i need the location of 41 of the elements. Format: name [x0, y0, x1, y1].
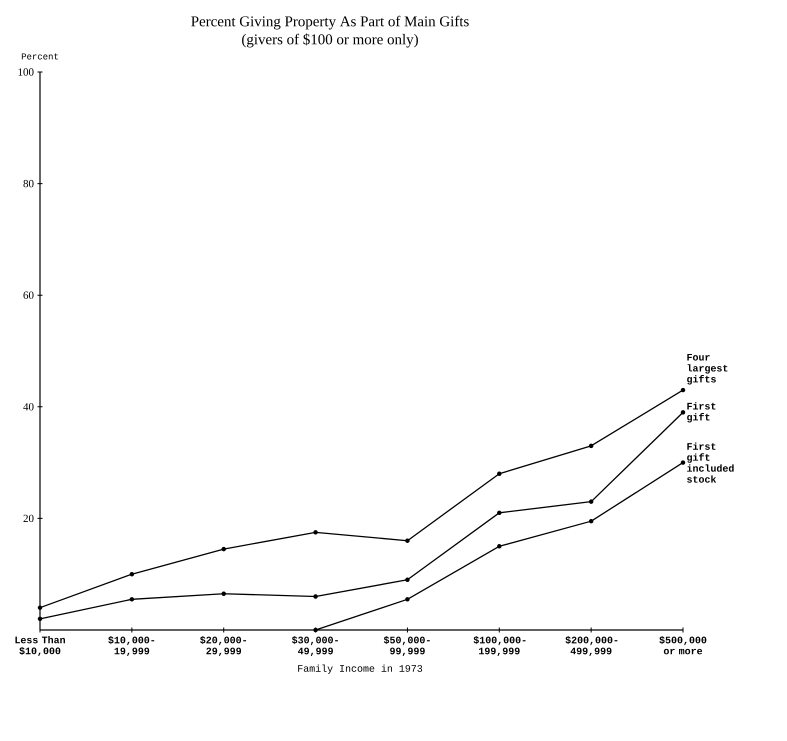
x-tick-label: $10,000-19,999	[108, 636, 154, 656]
point	[497, 544, 502, 549]
point	[313, 594, 318, 599]
series-label: Four largest gifts	[687, 354, 728, 385]
x-axis-title: Family Income in 1973	[298, 664, 422, 674]
x-tick-label: Less Than $10,000	[15, 636, 65, 656]
point	[680, 410, 686, 415]
point	[497, 472, 502, 476]
point	[221, 591, 226, 596]
point	[680, 388, 686, 392]
series-label: First gift	[687, 402, 716, 423]
y-tick-label: 60	[23, 292, 34, 299]
chart-subtitle: (givers of $100 or more only)	[242, 33, 418, 48]
point	[130, 597, 134, 602]
point	[313, 530, 318, 535]
y-tick-label: 20	[24, 514, 34, 522]
x-tick-label: $20,000-29,999	[200, 636, 246, 656]
y-tick-label: 80	[23, 180, 34, 188]
point	[405, 538, 410, 543]
x-tick-label: $500,000 or more	[659, 636, 706, 654]
point	[313, 628, 318, 632]
series-label: First gift included stock	[687, 442, 734, 483]
x-tick-label: $50,000-99,999	[384, 636, 430, 656]
point	[405, 597, 410, 602]
point	[497, 510, 502, 516]
point	[405, 578, 410, 582]
point	[680, 460, 686, 465]
chart-title: Percent Giving Property As Part of Main Gifts	[191, 16, 469, 30]
point	[588, 518, 594, 524]
point	[130, 572, 134, 576]
x-tick-label: $200,000-499,999	[565, 636, 618, 656]
y-tick-label: 40	[23, 403, 34, 410]
y-tick-label: 100	[18, 68, 34, 76]
point	[38, 605, 42, 610]
point	[221, 546, 226, 552]
x-tick-label: $30,000-49,999	[292, 636, 338, 656]
point	[38, 616, 42, 622]
y-axis-title: Percent	[22, 53, 58, 60]
point	[588, 444, 594, 448]
x-tick-label: $100,000-199,999	[474, 636, 526, 656]
point	[588, 499, 594, 504]
